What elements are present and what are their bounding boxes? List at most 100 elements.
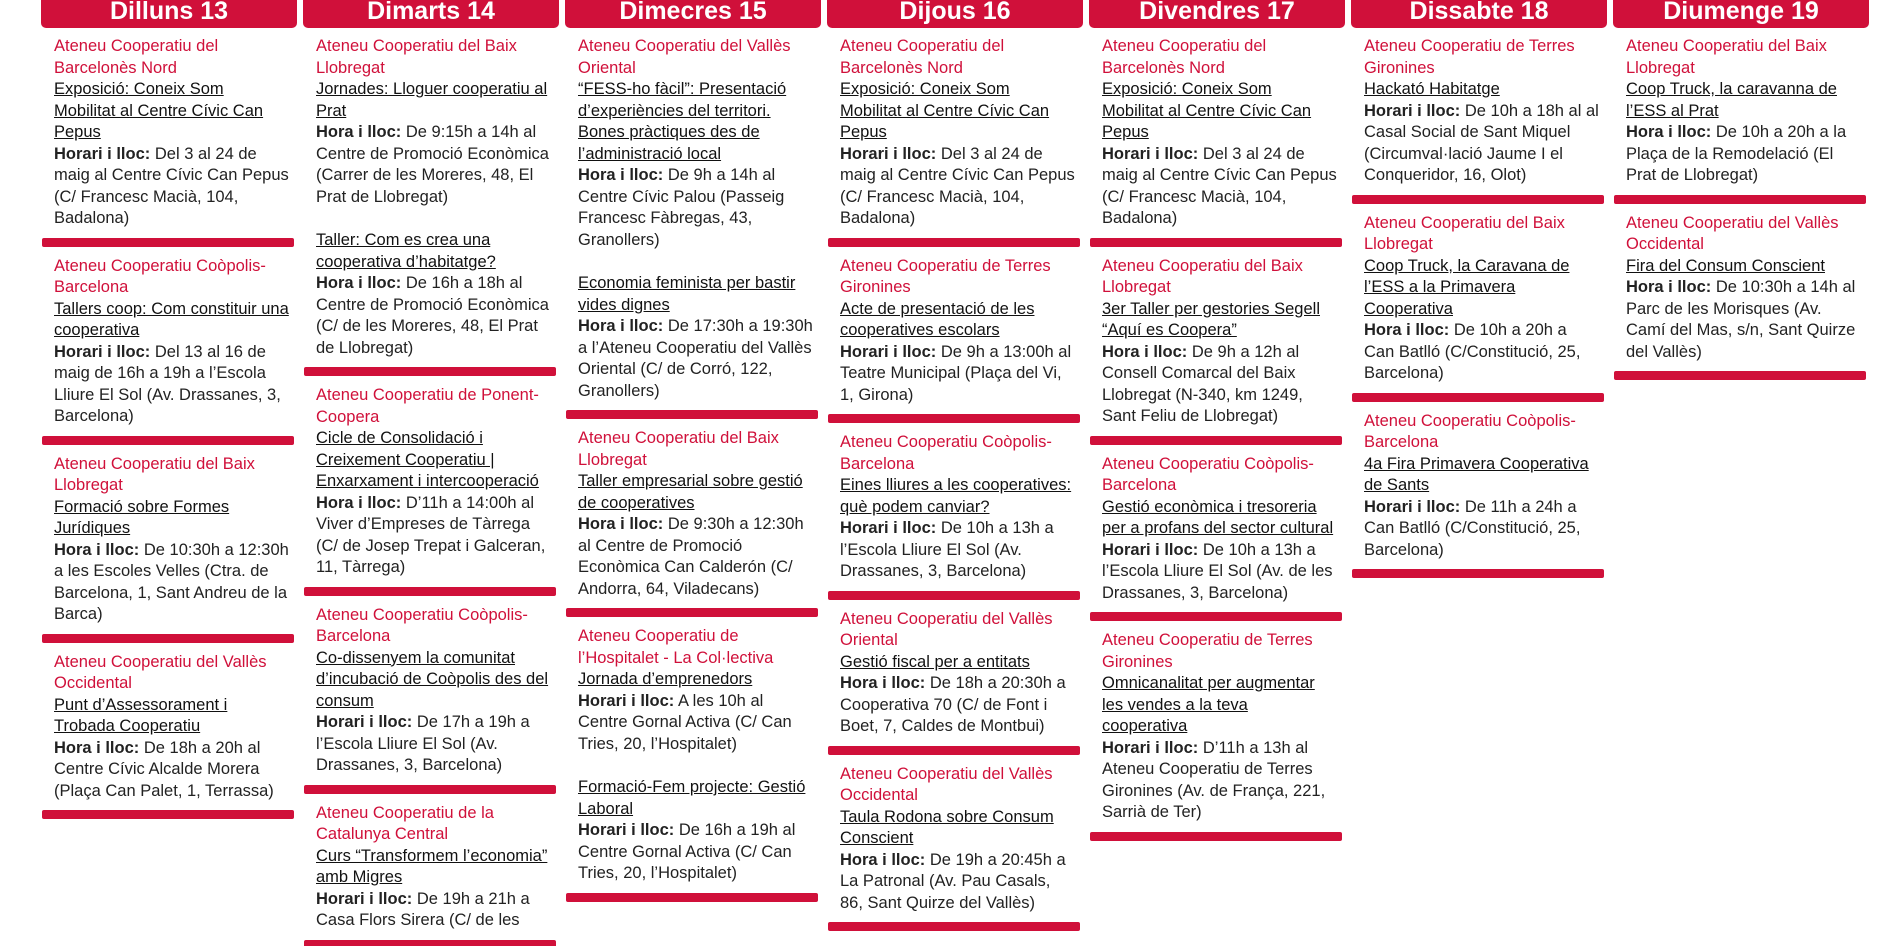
event-info: Horari i lloc: A les 10h al Centre Gorna… — [578, 691, 813, 756]
event: Coop Truck, la caravanna de l’ESS al Pra… — [1626, 79, 1861, 187]
info-text: D’11h a 13h al Ateneu Cooperatiu de Terr… — [1102, 738, 1326, 822]
event-title[interactable]: 4a Fira Primavera Cooperativa de Sants — [1364, 454, 1589, 495]
event-info: Hora i lloc: De 17:30h a 19:30h a l’Aten… — [578, 316, 813, 402]
event: Exposició: Coneix Som Mobilitat al Centr… — [1102, 79, 1337, 230]
event-group: Ateneu Cooperatiu Coòpolis-Barcelona 4a F… — [1351, 411, 1607, 562]
event-group: Ateneu Cooperatiu del Baix Llobregat 3er … — [1089, 256, 1345, 428]
info-label: Horari i lloc: — [578, 821, 675, 839]
info-text: De 10:30h a 14h al Parc de les Morisques… — [1626, 278, 1856, 361]
event: Eines lliures a les cooperatives: què po… — [840, 475, 1075, 583]
separator — [304, 939, 556, 946]
event-info: Horari i lloc: Del 3 al 24 de maig al Ce… — [840, 144, 1075, 230]
separator — [1352, 194, 1604, 204]
event-title[interactable]: Gestió fiscal per a entitats — [840, 652, 1030, 671]
event-group: Ateneu Cooperatiu del Barcelonès Nord Exp… — [827, 36, 1083, 230]
info-text: De 17h a 19h a l’Escola Lliure El Sol (A… — [316, 713, 530, 774]
event-group: Ateneu Cooperatiu de Terres Gironines Hac… — [1351, 36, 1607, 187]
event-title[interactable]: Jornada d’emprenedors — [578, 670, 753, 688]
event-title[interactable]: Co-dissenyem la comunitat d’incubació de… — [316, 648, 549, 710]
info-text: De 19h a 20:45h a La Patronal (Av. Pau C… — [840, 850, 1066, 912]
event-title[interactable]: 3er Taller per gestories Segell “Aquí es… — [1102, 299, 1320, 340]
organizer: Ateneu Cooperatiu de Terres Gironines — [1364, 37, 1575, 77]
event-title[interactable]: Acte de presentació de les cooperatives … — [840, 299, 1035, 340]
info-label: Hora i lloc: — [316, 123, 402, 141]
separator — [1352, 392, 1604, 402]
info-label: Horari i lloc: — [840, 144, 937, 163]
event-title[interactable]: Hackató Habitatge — [1364, 80, 1500, 98]
event-info: Horari i lloc: D’11h a 13h al Ateneu Coo… — [1102, 738, 1337, 824]
event: Tallers coop: Com constituir una coopera… — [54, 299, 289, 428]
event-title[interactable]: Omnicanalitat per augmentar les vendes a… — [1102, 674, 1315, 735]
info-label: Horari i lloc: — [840, 519, 937, 537]
organizer: Ateneu Cooperatiu del Baix Llobregat — [54, 454, 255, 495]
info-text: A les 10h al Centre Gornal Activa (C/ Ca… — [578, 691, 792, 753]
info-label: Horari i lloc: — [1364, 497, 1461, 516]
event-group: Ateneu Cooperatiu del Baix Llobregat Jorn… — [303, 36, 559, 359]
separator — [1090, 831, 1342, 841]
info-label: Horari i lloc: — [316, 889, 413, 908]
event: Taller empresarial sobre gestió de coope… — [578, 471, 813, 600]
event: Co-dissenyem la comunitat d’incubació de… — [316, 648, 551, 777]
organizer: Ateneu Cooperatiu Coòpolis-Barcelona — [1102, 454, 1314, 495]
event: Coop Truck, la Caravana de l’ESS a la Pr… — [1364, 256, 1599, 385]
event-group: Ateneu Cooperatiu Coòpolis-Barcelona Co-d… — [303, 605, 559, 777]
event: Fira del Consum Conscient Hora i lloc: De… — [1626, 256, 1861, 364]
event-info: Horari i lloc: De 16h a 19h al Centre Go… — [578, 820, 813, 885]
info-text: De 10h a 13h a l’Escola Lliure El Sol (A… — [840, 519, 1054, 580]
organizer: Ateneu Cooperatiu de la Catalunya Centra… — [316, 803, 494, 844]
day-column: Dilluns 13 Ateneu Cooperatiu del Barcelon… — [41, 0, 297, 946]
organizer: Ateneu Cooperatiu de l’Hospitalet - La C… — [578, 627, 774, 667]
event-title[interactable]: Formació sobre Formes Jurídiques — [54, 497, 230, 538]
event-title[interactable]: Formació-Fem projecte: Gestió Laboral — [578, 778, 806, 818]
event-group: Ateneu Cooperatiu del Baix Llobregat Coop… — [1351, 213, 1607, 385]
info-text: Del 3 al 24 de maig al Centre Cívic Can … — [840, 144, 1075, 228]
event-title[interactable]: Gestió econòmica i tresoreria per a prof… — [1102, 497, 1334, 538]
organizer: Ateneu Cooperatiu del Baix Llobregat — [1626, 37, 1827, 77]
event-info: Hora i lloc: De 9:15h a 14h al Centre de… — [316, 122, 551, 208]
event-title[interactable]: Exposició: Coneix Som Mobilitat al Centr… — [1102, 80, 1312, 141]
info-text: De 18h a 20:30h a Cooperativa 70 (C/ de … — [840, 674, 1066, 735]
event: Taula Rodona sobre Consum Conscient Hora … — [840, 807, 1075, 915]
info-label: Horari i lloc: — [316, 713, 413, 731]
info-text: De 10h a 20h a Can Batlló (C/Constitució… — [1364, 321, 1581, 382]
event-title[interactable]: Coop Truck, la caravanna de l’ESS al Pra… — [1626, 80, 1837, 120]
info-label: Horari i lloc: — [54, 342, 151, 361]
event-title[interactable]: Coop Truck, la Caravana de l’ESS a la Pr… — [1364, 256, 1570, 318]
event-title[interactable]: Fira del Consum Conscient — [1626, 256, 1825, 275]
separator — [304, 586, 556, 596]
separator — [304, 367, 556, 376]
event-info: Hora i lloc: De 9h a 14h al Centre Cívic… — [578, 165, 813, 251]
event-title[interactable]: Exposició: Coneix Som Mobilitat al Centr… — [54, 80, 264, 141]
separator — [42, 237, 294, 247]
organizer: Ateneu Cooperatiu del Vallès Oriental — [578, 37, 791, 77]
event-title[interactable]: Jornades: Lloguer cooperatiu al Prat — [316, 80, 548, 120]
info-label: Hora i lloc: — [316, 493, 402, 512]
event-title[interactable]: Curs “Transformem l’economia” amb Migres — [316, 846, 548, 887]
event-title[interactable]: Cicle de Consolidació i Creixement Coope… — [316, 429, 539, 490]
separator — [828, 922, 1080, 931]
event-info: Hora i lloc: De 16h a 18h al Centre de P… — [316, 273, 551, 359]
event-info: Hora i lloc: De 10:30h a 12:30h a les Es… — [54, 540, 289, 626]
event-title[interactable]: Economia feminista per bastir vides dign… — [578, 274, 796, 314]
event: Acte de presentació de les cooperatives … — [840, 299, 1075, 407]
info-text: De 11h a 24h a Can Batlló (C/Constitució… — [1364, 497, 1581, 559]
event-title[interactable]: Taller empresarial sobre gestió de coope… — [578, 472, 803, 512]
event-title[interactable]: Tallers coop: Com constituir una coopera… — [54, 299, 289, 340]
event-title[interactable]: “FESS-ho fàcil”: Presentació d’experiènc… — [578, 80, 787, 163]
event-info: Horari i lloc: Del 13 al 16 de maig de 1… — [54, 342, 289, 428]
event-info: Horari i lloc: De 10h a 13h a l’Escola L… — [840, 518, 1075, 583]
organizer: Ateneu Cooperatiu del Barcelonès Nord — [54, 37, 219, 77]
event-title[interactable]: Punt d’Assessorament i Trobada Cooperati… — [54, 695, 228, 736]
organizer: Ateneu Cooperatiu del Vallès Oriental — [840, 609, 1053, 650]
info-text: Del 3 al 24 de maig al Centre Cívic Can … — [54, 144, 289, 228]
event-title[interactable]: Exposició: Coneix Som Mobilitat al Centr… — [840, 80, 1050, 141]
day-column: Divendres 17 Ateneu Cooperatiu del Barcel… — [1089, 0, 1345, 946]
day-header: Dilluns 13 — [41, 0, 297, 28]
info-text: De 10h a 20h a la Plaça de la Remodelaci… — [1626, 123, 1847, 184]
event-title[interactable]: Eines lliures a les cooperatives: què po… — [840, 476, 1072, 516]
event-title[interactable]: Taller: Com es crea una cooperativa d’ha… — [316, 231, 496, 271]
info-label: Hora i lloc: — [578, 515, 664, 533]
event-title[interactable]: Taula Rodona sobre Consum Conscient — [840, 807, 1054, 848]
info-label: Horari i lloc: — [1102, 540, 1199, 559]
